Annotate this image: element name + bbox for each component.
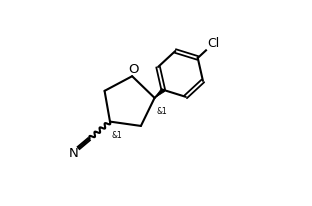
Text: N: N (69, 146, 78, 159)
Text: &1: &1 (112, 130, 122, 139)
Text: O: O (128, 62, 139, 75)
Text: Cl: Cl (207, 37, 219, 50)
Text: &1: &1 (157, 106, 167, 115)
Polygon shape (154, 89, 165, 98)
